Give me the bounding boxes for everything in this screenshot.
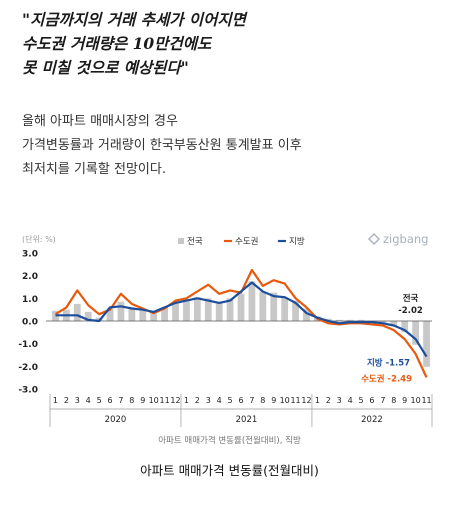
legend-label: 전국 <box>187 236 203 247</box>
x-tick-label: 9 <box>402 396 407 405</box>
x-tick-label: 9 <box>140 396 145 405</box>
annotation-label: 지방 -1.57 <box>367 358 410 369</box>
y-tick-label: 2.0 <box>22 272 38 282</box>
bar-전국 <box>150 311 158 321</box>
bar-전국 <box>117 301 125 321</box>
x-tick-label: 8 <box>260 396 265 405</box>
bar-전국 <box>215 301 223 321</box>
zigbang-logo-text: zigbang <box>383 232 428 246</box>
bar-전국 <box>73 304 81 321</box>
bar-전국 <box>357 319 365 321</box>
x-tick-label: 7 <box>118 396 123 405</box>
year-label: 2022 <box>361 415 383 425</box>
quote-line: "지금까지의 거래 추세가 이어지면 <box>22 10 246 29</box>
x-tick-label: 1 <box>315 396 320 405</box>
bar-전국 <box>193 297 201 321</box>
bar-전국 <box>259 291 267 321</box>
bar-전국 <box>292 300 299 321</box>
x-tick-label: 6 <box>107 396 112 405</box>
x-tick-label: 10 <box>149 396 159 405</box>
bar-전국 <box>161 307 168 321</box>
bar-전국 <box>346 319 354 321</box>
y-tick-label: -1.0 <box>18 340 38 350</box>
x-tick-label: 5 <box>228 396 233 405</box>
bar-전국 <box>172 301 179 321</box>
bar-전국 <box>226 298 234 321</box>
series-line-지방 <box>55 281 428 358</box>
x-tick-label: 5 <box>359 396 364 405</box>
x-tick-label: 10 <box>280 396 290 405</box>
bar-전국 <box>237 293 245 321</box>
x-tick-label: 9 <box>271 396 276 405</box>
article-quote: "지금까지의 거래 추세가 이어지면 수도권 거래량은 10만건에도 못 미칠 … <box>22 8 442 80</box>
bar-전국 <box>401 321 409 333</box>
x-tick-label: 2 <box>326 396 331 405</box>
body-line: 가격변동률과 거래량이 한국부동산원 통계발표 이후 <box>22 138 302 153</box>
quote-line: 못 미칠 것으로 예상된다" <box>22 58 189 77</box>
y-tick-label: 3.0 <box>22 250 38 260</box>
x-tick-label: 2 <box>195 396 200 405</box>
x-tick-label: 8 <box>391 396 396 405</box>
bar-전국 <box>335 319 343 321</box>
bar-전국 <box>183 299 190 321</box>
annotation-label: 수도권 -2.49 <box>361 373 412 384</box>
legend-label: 지방 <box>289 236 305 247</box>
bar-전국 <box>139 309 147 321</box>
x-tick-label: 6 <box>238 396 243 405</box>
zigbang-logo-icon <box>368 233 380 245</box>
x-tick-label: 4 <box>217 396 222 405</box>
x-tick-label: 3 <box>206 396 211 405</box>
x-tick-label: 7 <box>249 396 254 405</box>
y-tick-label: 0.0 <box>22 318 38 328</box>
x-tick-label: 12 <box>301 396 311 405</box>
x-tick-label: 1 <box>184 396 189 405</box>
bar-전국 <box>52 310 59 321</box>
bar-전국 <box>84 311 92 321</box>
year-label: 2021 <box>236 415 258 425</box>
x-tick-label: 7 <box>380 396 385 405</box>
x-tick-label: 5 <box>97 396 102 405</box>
price-change-chart: (단위: %)3.02.01.00.0-1.0-2.0-3.0전국 수도권 지방1 2… <box>18 234 433 427</box>
bar-전국 <box>303 308 310 321</box>
chart-caption: 아파트 매매가격 변동률(전월대비) <box>140 463 319 478</box>
bar-전국 <box>390 321 398 326</box>
unit-label: (단위: %) <box>22 234 56 244</box>
bar-전국 <box>106 308 114 321</box>
x-tick-label: 8 <box>129 396 134 405</box>
x-tick-label: 4 <box>348 396 353 405</box>
annotation-value: -2.02 <box>398 306 423 316</box>
chart-source-note: 아파트 매매가격 변동률(전월대비), 직방 <box>158 436 301 446</box>
body-line: 올해 아파트 매매시장의 경우 <box>22 114 178 129</box>
x-tick-label: 3 <box>337 396 342 405</box>
x-tick-label: 11 <box>290 396 300 405</box>
x-tick-label: 2 <box>64 396 69 405</box>
x-tick-label: 6 <box>369 396 374 405</box>
bar-전국 <box>423 321 430 367</box>
quote-line: 수도권 거래량은 10만건에도 <box>22 34 212 53</box>
y-tick-label: -3.0 <box>18 386 38 396</box>
bar-전국 <box>128 307 136 321</box>
bar-전국 <box>412 321 420 345</box>
year-label: 2020 <box>105 415 127 425</box>
bar-전국 <box>379 321 387 324</box>
x-tick-label: 11 <box>421 396 431 405</box>
annotation-label: 전국 <box>403 293 419 304</box>
y-tick-label: 1.0 <box>22 295 38 305</box>
y-tick-label: -2.0 <box>18 363 38 373</box>
bar-전국 <box>248 281 256 321</box>
x-tick-label: 11 <box>160 396 170 405</box>
legend-label: 수도권 <box>235 236 258 247</box>
x-tick-label: 4 <box>86 396 91 405</box>
bar-전국 <box>281 297 289 321</box>
article-body: 올해 아파트 매매시장의 경우 가격변동률과 거래량이 한국부동산원 통계발표 … <box>22 110 442 182</box>
x-tick-label: 12 <box>170 396 180 405</box>
x-tick-label: 10 <box>411 396 421 405</box>
x-tick-label: 3 <box>75 396 80 405</box>
legend-swatch-전국 <box>178 238 184 244</box>
body-line: 최저치를 기록할 전망이다. <box>22 162 166 177</box>
x-tick-label: 1 <box>53 396 58 405</box>
bar-전국 <box>204 298 212 321</box>
zigbang-logo: zigbang <box>368 232 428 246</box>
bar-전국 <box>270 292 278 321</box>
